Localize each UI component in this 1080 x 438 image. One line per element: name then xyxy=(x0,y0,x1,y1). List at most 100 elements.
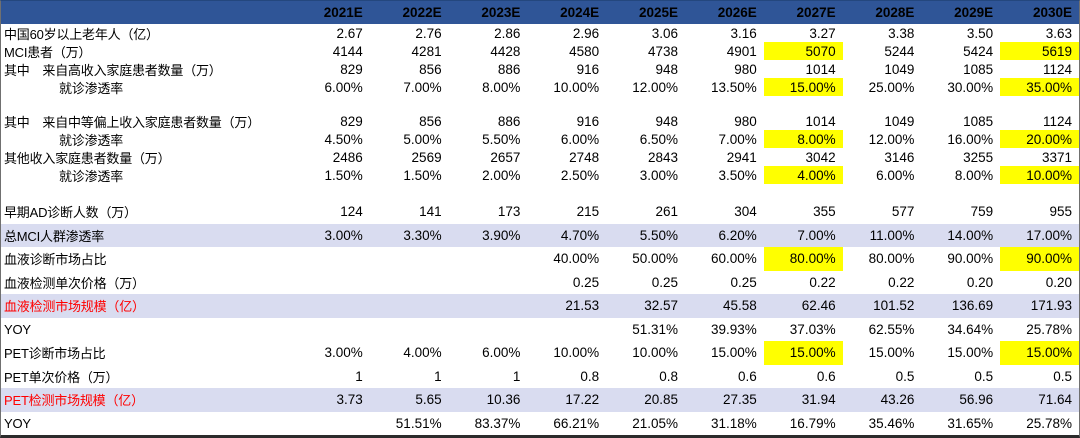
value-cell[interactable]: 304 xyxy=(734,204,757,220)
value-cell[interactable]: 71.64 xyxy=(1038,392,1072,408)
value-cell[interactable]: 17.22 xyxy=(565,392,600,408)
value-cell[interactable]: 955 xyxy=(1049,204,1072,220)
value-cell[interactable] xyxy=(449,294,528,318)
value-cell[interactable]: 3.27 xyxy=(809,25,836,41)
row-label-cell[interactable]: MCI患者（万） xyxy=(4,44,92,60)
row-label-cell[interactable]: PET单次价格（万） xyxy=(4,369,119,385)
row-label-cell[interactable]: YOY xyxy=(4,415,31,431)
column-header-2021E[interactable]: 2021E xyxy=(323,5,363,20)
value-cell[interactable]: 60.00% xyxy=(711,251,757,267)
value-cell[interactable]: 0.25 xyxy=(730,274,757,290)
column-header-2027E[interactable]: 2027E xyxy=(796,5,836,20)
value-cell[interactable]: 3255 xyxy=(963,149,994,165)
value-cell[interactable]: 12.00% xyxy=(868,131,915,147)
value-cell[interactable]: 3.30% xyxy=(403,227,442,243)
row-label-cell[interactable]: YOY xyxy=(4,321,31,337)
row-label-cell[interactable]: 总MCI人群渗透率 xyxy=(4,228,105,244)
value-cell[interactable]: 31.18% xyxy=(711,415,757,431)
value-cell[interactable]: 6.00% xyxy=(324,79,363,95)
value-cell[interactable]: 5070 xyxy=(763,42,843,60)
value-cell[interactable]: 10.00% xyxy=(1000,166,1079,184)
value-cell[interactable]: 916 xyxy=(576,61,600,77)
value-cell[interactable]: 3.38 xyxy=(888,25,915,41)
value-cell[interactable]: 0.20 xyxy=(1045,274,1072,290)
row-label-cell[interactable]: 就诊渗透率 xyxy=(59,168,124,184)
value-cell[interactable]: 3.50% xyxy=(718,167,757,183)
value-cell[interactable]: 2748 xyxy=(569,149,600,165)
row-label-cell[interactable]: PET诊断市场占比 xyxy=(4,346,106,362)
value-cell[interactable]: 15.00% xyxy=(763,78,843,96)
row-label-cell[interactable]: 其中 来自中等偏上收入家庭患者数量（万） xyxy=(4,114,261,130)
value-cell[interactable]: 12.00% xyxy=(632,79,678,95)
value-cell[interactable]: 4.00% xyxy=(403,345,442,361)
value-cell[interactable]: 31.65% xyxy=(947,415,994,431)
value-cell[interactable]: 25.78% xyxy=(1026,321,1072,337)
value-cell[interactable]: 1014 xyxy=(805,113,836,129)
value-cell[interactable]: 6.00% xyxy=(482,345,521,361)
row-label-cell[interactable]: 早期AD诊断人数（万） xyxy=(4,205,137,221)
value-cell[interactable]: 4.70% xyxy=(560,227,600,243)
value-cell[interactable]: 50.00% xyxy=(632,251,678,267)
value-cell[interactable]: 5.50% xyxy=(639,227,678,243)
value-cell[interactable]: 2569 xyxy=(411,149,442,165)
value-cell[interactable]: 8.00% xyxy=(482,79,521,95)
value-cell[interactable]: 6.00% xyxy=(876,167,915,183)
value-cell[interactable]: 3.00% xyxy=(639,167,678,183)
value-cell[interactable]: 1.50% xyxy=(403,167,442,183)
value-cell[interactable]: 90.00% xyxy=(947,251,994,267)
value-cell[interactable]: 3.00% xyxy=(324,227,363,243)
value-cell[interactable]: 136.69 xyxy=(951,298,994,314)
value-cell[interactable]: 141 xyxy=(419,204,442,220)
value-cell[interactable]: 2486 xyxy=(332,149,363,165)
value-cell[interactable]: 916 xyxy=(576,113,600,129)
value-cell[interactable]: 15.00% xyxy=(763,341,843,365)
value-cell[interactable]: 1 xyxy=(355,368,363,384)
value-cell[interactable]: 43.26 xyxy=(880,392,915,408)
value-cell[interactable]: 1.50% xyxy=(324,167,363,183)
value-cell[interactable]: 62.46 xyxy=(801,298,836,314)
row-label-cell[interactable]: 血液检测单次价格（万） xyxy=(4,275,145,291)
row-label-cell[interactable]: 就诊渗透率 xyxy=(59,132,124,148)
value-cell[interactable]: 3.16 xyxy=(730,25,757,41)
value-cell[interactable] xyxy=(370,294,449,318)
value-cell[interactable]: 7.00% xyxy=(718,131,757,147)
value-cell[interactable] xyxy=(370,247,449,271)
value-cell[interactable]: 1124 xyxy=(1042,61,1072,77)
value-cell[interactable]: 5.50% xyxy=(482,131,521,147)
value-cell[interactable]: 5.00% xyxy=(403,131,442,147)
value-cell[interactable]: 25.78% xyxy=(1026,415,1072,431)
value-cell[interactable]: 0.8 xyxy=(659,368,678,384)
value-cell[interactable]: 7.00% xyxy=(403,79,442,95)
value-cell[interactable]: 4428 xyxy=(490,43,521,59)
value-cell[interactable]: 0.25 xyxy=(651,274,678,290)
value-cell[interactable]: 2.50% xyxy=(560,167,600,183)
value-cell[interactable]: 31.94 xyxy=(801,392,836,408)
value-cell[interactable]: 4.50% xyxy=(324,131,363,147)
value-cell[interactable]: 829 xyxy=(340,113,363,129)
value-cell[interactable]: 7.00% xyxy=(797,227,836,243)
value-cell[interactable]: 886 xyxy=(497,113,521,129)
value-cell[interactable]: 2657 xyxy=(490,149,521,165)
value-cell[interactable]: 3.90% xyxy=(482,227,521,243)
value-cell[interactable]: 124 xyxy=(340,204,363,220)
value-cell[interactable]: 90.00% xyxy=(1000,247,1079,271)
row-label-cell[interactable]: PET检测市场规模（亿） xyxy=(4,393,144,409)
value-cell[interactable]: 80.00% xyxy=(763,247,843,271)
value-cell[interactable]: 577 xyxy=(891,204,915,220)
value-cell[interactable]: 261 xyxy=(655,204,678,220)
value-cell[interactable]: 15.00% xyxy=(711,345,757,361)
value-cell[interactable]: 20.00% xyxy=(1000,130,1079,148)
value-cell[interactable]: 45.58 xyxy=(723,298,757,314)
row-label-cell[interactable]: 其中 来自高收入家庭患者数量（万） xyxy=(4,62,222,78)
value-cell[interactable]: 62.55% xyxy=(868,321,915,337)
value-cell[interactable] xyxy=(291,294,370,318)
value-cell[interactable]: 10.00% xyxy=(632,345,678,361)
row-label-cell[interactable]: 血液检测市场规模（亿） xyxy=(4,299,145,315)
value-cell[interactable]: 34.64% xyxy=(947,321,994,337)
value-cell[interactable]: 173 xyxy=(497,204,521,220)
value-cell[interactable]: 8.00% xyxy=(763,130,843,148)
row-label-cell[interactable]: 中国60岁以上老年人（亿） xyxy=(4,26,159,42)
value-cell[interactable]: 3.50 xyxy=(966,25,994,41)
value-cell[interactable]: 0.6 xyxy=(816,368,836,384)
value-cell[interactable]: 14.00% xyxy=(947,227,994,243)
